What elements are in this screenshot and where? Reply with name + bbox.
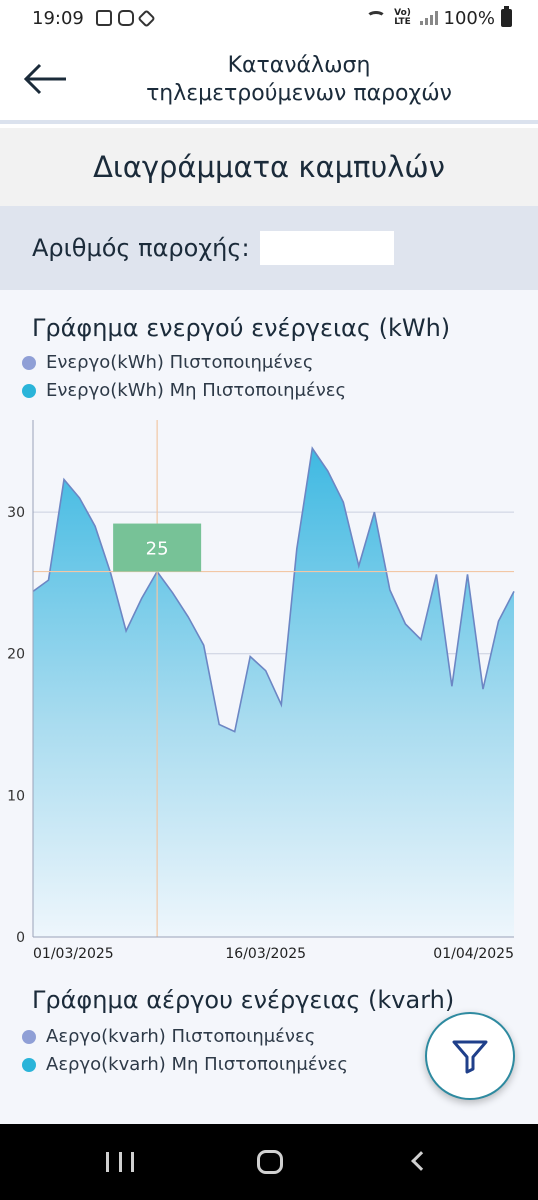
instagram-icon [117,10,134,26]
wifi-icon [365,11,386,25]
home-button[interactable] [257,1150,283,1174]
legend-dot-icon [22,355,36,370]
y-tick-label: 10 [7,788,25,804]
legend-dot-icon [22,1057,36,1072]
system-back-button[interactable] [411,1151,431,1171]
status-bar: 19:09 Vo) LTE 100% [0,0,538,36]
supply-row: Αριθμός παροχής: [0,206,538,290]
battery-percent: 100% [443,7,495,29]
series-line [32,446,515,733]
arrow-left-icon [23,63,66,95]
x-tick-label: 01/03/2025 [33,946,114,962]
section-title: Διαγράμματα καμπυλών [0,128,538,206]
volte-icon: Vo) LTE [394,8,411,27]
legend-label: Αεργο(kvarh) Πιστοποιημένες [46,1026,316,1047]
signal-icon [419,11,438,25]
y-tick-label: 20 [7,647,25,663]
active-legend-item-uncertified[interactable]: Ενεργο(kWh) Μη Πιστοποιημένες [22,380,346,401]
reactive-legend-item-uncertified[interactable]: Αεργο(kvarh) Μη Πιστοποιημένες [22,1054,348,1075]
active-energy-chart[interactable]: 25 0 10 20 30 01/03/2025 16/03/2025 01/04/2025 [0,410,538,970]
reactive-chart-title: Γράφημα αέργου ενέργειας (kvarh) [32,986,455,1014]
charts-content: Γράφημα ενεργού ενέργειας (kWh) Ενεργο(k… [0,290,538,1124]
supply-label: Αριθμός παροχής: [32,234,250,262]
recents-button[interactable] [106,1152,134,1172]
app-notification-icon [137,8,156,28]
supply-number-field[interactable] [259,231,394,265]
tooltip-box [113,523,202,572]
reactive-legend-item-certified[interactable]: Αεργο(kvarh) Πιστοποιημένες [22,1026,315,1047]
gallery-icon [95,10,112,26]
legend-label: Ενεργο(kWh) Μη Πιστοποιημένες [46,380,347,401]
active-chart-title: Γράφημα ενεργού ενέργειας (kWh) [32,314,451,342]
x-tick-label: 16/03/2025 [225,946,306,962]
x-tick-label: 01/04/2025 [433,946,514,962]
series-area [33,448,514,937]
page-title-line1: Κατανάλωση [227,53,371,78]
y-tick-label: 30 [7,505,25,521]
y-tick-label: 0 [16,930,25,946]
legend-label: Αεργο(kvarh) Μη Πιστοποιημένες [46,1054,348,1075]
legend-dot-icon [22,1029,36,1044]
filter-icon [452,1040,488,1074]
battery-icon [501,6,512,27]
status-time: 19:09 [32,7,84,29]
back-button[interactable] [20,58,70,100]
page-title-line2: τηλεμετρούμενων παροχών [146,81,452,106]
legend-dot-icon [22,383,36,398]
filter-button[interactable] [425,1012,515,1100]
page-title: Κατανάλωση τηλεμετρούμενων παροχών [80,52,518,108]
app-header: Κατανάλωση τηλεμετρούμενων παροχών [0,36,538,124]
tooltip-value: 25 [146,539,169,560]
legend-label: Ενεργο(kWh) Πιστοποιημένες [46,352,314,373]
active-legend-item-certified[interactable]: Ενεργο(kWh) Πιστοποιημένες [22,352,313,373]
system-nav-bar [0,1124,538,1200]
